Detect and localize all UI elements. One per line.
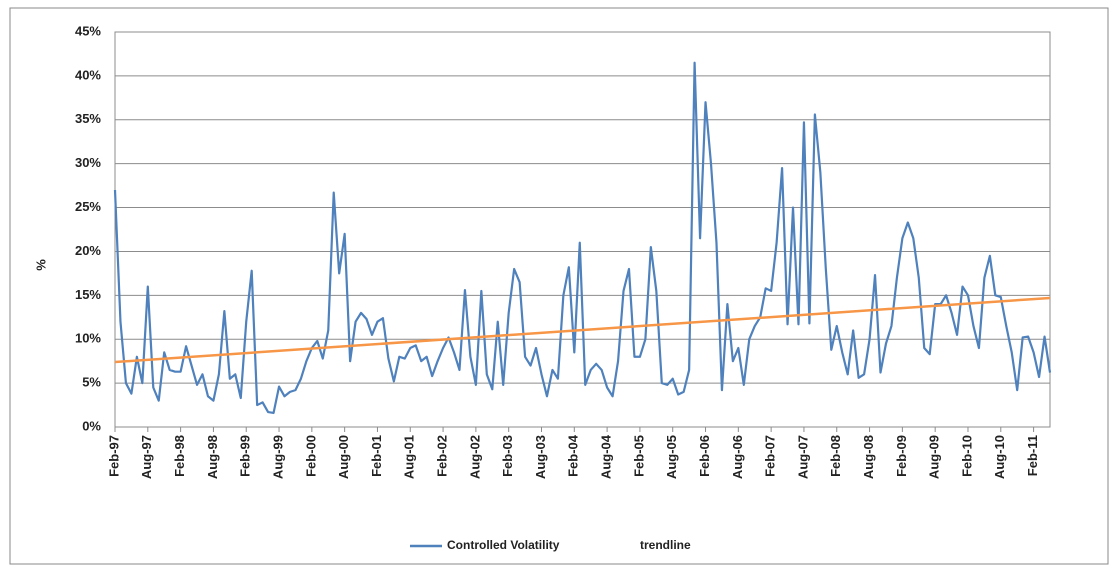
y-tick-label: 5% xyxy=(82,375,101,390)
x-tick-label: Feb-01 xyxy=(369,435,384,477)
x-tick-label: Aug-10 xyxy=(992,435,1007,479)
x-tick-label: Aug-01 xyxy=(402,435,417,479)
y-tick-label: 45% xyxy=(75,23,101,38)
legend-label: trendline xyxy=(640,538,691,552)
x-tick-label: Feb-05 xyxy=(631,435,646,477)
trendline xyxy=(114,296,1051,364)
x-tick-label: Feb-03 xyxy=(500,435,515,477)
x-tick-label: Feb-02 xyxy=(435,435,450,477)
plot-border xyxy=(114,31,1051,428)
x-tick-label: Feb-97 xyxy=(106,435,121,477)
y-tick-label: 30% xyxy=(75,155,101,170)
x-tick-label: Feb-11 xyxy=(1025,435,1040,476)
y-tick-label: 15% xyxy=(75,287,101,302)
x-tick-label: Feb-10 xyxy=(959,435,974,477)
x-tick-label: Aug-06 xyxy=(730,435,745,479)
x-tick-label: Aug-99 xyxy=(270,435,285,479)
y-tick-label: 10% xyxy=(75,331,101,346)
x-tick-label: Aug-03 xyxy=(533,435,548,479)
x-tick-label: Feb-00 xyxy=(303,435,318,477)
y-tick-label: 20% xyxy=(75,243,101,258)
y-tick-label: 0% xyxy=(82,418,101,433)
x-tick-label: Feb-09 xyxy=(894,435,909,477)
x-tick-label: Aug-04 xyxy=(599,434,614,479)
x-tick-label: Aug-00 xyxy=(336,435,351,479)
chart-border xyxy=(9,7,1109,565)
x-tick-label: Aug-07 xyxy=(795,435,810,479)
x-tick-label: Aug-02 xyxy=(467,435,482,479)
x-tick-label: Feb-08 xyxy=(828,435,843,477)
x-tick-label: Aug-98 xyxy=(205,435,220,479)
x-tick-label: Aug-08 xyxy=(861,435,876,479)
x-tick-label: Feb-04 xyxy=(566,434,581,477)
x-tick-label: Feb-07 xyxy=(763,435,778,477)
x-tick-label: Feb-99 xyxy=(238,435,253,477)
y-tick-label: 25% xyxy=(75,199,101,214)
data-line xyxy=(113,61,1052,415)
x-tick-label: Aug-05 xyxy=(664,435,679,479)
y-axis-label: % xyxy=(33,259,48,271)
x-tick-label: Aug-09 xyxy=(927,435,942,479)
y-tick-label: 40% xyxy=(75,67,101,82)
x-tick-label: Feb-98 xyxy=(172,435,187,477)
x-tick-label: Aug-97 xyxy=(139,435,154,479)
legend-label: Controlled Volatility xyxy=(447,538,560,552)
x-tick-label: Feb-06 xyxy=(697,435,712,477)
y-tick-label: 35% xyxy=(75,111,101,126)
